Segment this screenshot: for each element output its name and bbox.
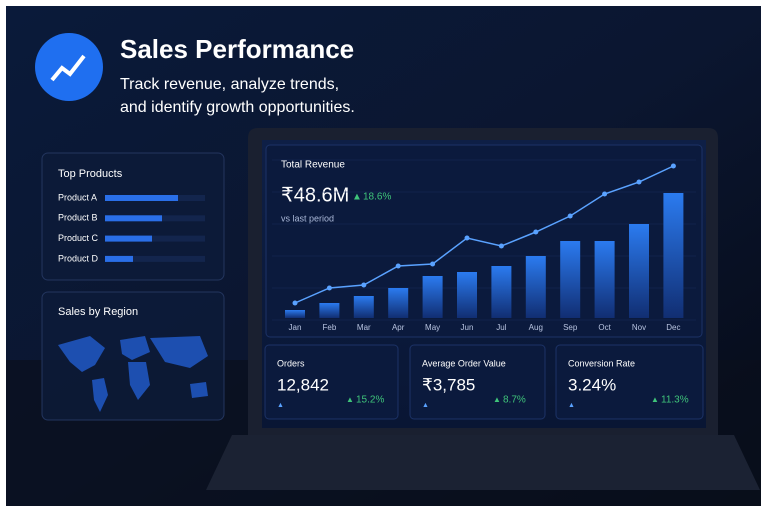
laptop-base bbox=[206, 435, 760, 490]
x-tick-label: Aug bbox=[529, 323, 543, 332]
x-tick-label: Jul bbox=[496, 323, 506, 332]
headline: ₹48.6M bbox=[281, 184, 349, 206]
x-tick-label: Jan bbox=[289, 323, 302, 332]
bar bbox=[105, 255, 133, 262]
product-label: Product B bbox=[58, 213, 98, 223]
x-tick-label: Dec bbox=[666, 323, 680, 332]
panel-title: Sales by Region bbox=[58, 306, 138, 318]
logo bbox=[35, 33, 103, 101]
kpi-arrow: ▲ bbox=[493, 395, 501, 404]
revenue-panel bbox=[265, 144, 703, 338]
x-tick-label: Apr bbox=[392, 323, 405, 332]
point bbox=[395, 263, 401, 269]
product-label: Product A bbox=[58, 192, 97, 202]
kpi-icons: ▲ bbox=[422, 402, 429, 409]
kpi-label: Conversion Rate bbox=[568, 358, 635, 368]
bar bbox=[105, 235, 152, 242]
point bbox=[430, 261, 436, 267]
bar bbox=[629, 224, 649, 318]
point bbox=[361, 282, 367, 288]
kpi-arrow: ▲ bbox=[651, 395, 659, 404]
panel-title: Top Products bbox=[58, 168, 123, 180]
bar bbox=[663, 193, 684, 318]
note: vs last period bbox=[281, 213, 334, 223]
world-map bbox=[58, 336, 208, 412]
bar-track bbox=[105, 255, 205, 262]
logo-icon bbox=[50, 54, 86, 82]
product-label: Product D bbox=[58, 253, 99, 263]
arrow: ▲ bbox=[352, 192, 362, 203]
kpi-card bbox=[555, 344, 704, 420]
bar bbox=[105, 195, 178, 201]
point bbox=[670, 163, 676, 169]
kpi-value: 12,842 bbox=[277, 375, 329, 394]
x-tick-label: Sep bbox=[563, 323, 578, 332]
change: 18.6% bbox=[363, 192, 391, 203]
kpi-change: 8.7% bbox=[503, 395, 526, 406]
kpi-label: Average Order Value bbox=[422, 358, 506, 368]
title: Sales Performance bbox=[120, 34, 354, 64]
bar bbox=[491, 266, 512, 318]
subtitle: Track revenue, analyze trends, bbox=[120, 76, 339, 93]
point bbox=[498, 243, 504, 249]
kpi-card bbox=[264, 344, 399, 420]
bar bbox=[353, 296, 374, 318]
chart-title: Total Revenue bbox=[281, 160, 345, 171]
bar bbox=[594, 241, 615, 318]
bar bbox=[422, 276, 443, 318]
kpi-change: 11.3% bbox=[661, 395, 689, 406]
x-tick-label: Nov bbox=[632, 323, 646, 332]
x-tick-label: May bbox=[425, 323, 440, 332]
bar-track bbox=[105, 235, 205, 242]
point bbox=[292, 300, 298, 306]
bar bbox=[105, 215, 162, 222]
x-tick-label: Mar bbox=[357, 323, 371, 332]
bar bbox=[560, 241, 581, 318]
x-tick-label: Feb bbox=[323, 323, 337, 332]
point bbox=[636, 179, 642, 185]
kpi-icons: ▲ bbox=[568, 402, 575, 409]
kpi-value: ₹3,785 bbox=[422, 375, 475, 394]
bar bbox=[388, 288, 409, 318]
kpi-arrow: ▲ bbox=[346, 395, 354, 404]
product-label: Product C bbox=[58, 233, 99, 243]
point bbox=[602, 191, 608, 197]
bar bbox=[319, 303, 340, 318]
kpi-icons: ▲ bbox=[277, 402, 284, 409]
x-tick-label: Jun bbox=[461, 323, 474, 332]
kpi-value: 3.24% bbox=[568, 375, 616, 394]
bar bbox=[457, 272, 477, 318]
bar bbox=[525, 256, 546, 318]
point bbox=[567, 213, 573, 219]
kpi-card bbox=[409, 344, 546, 420]
subtitle: and identify growth opportunities. bbox=[120, 99, 355, 116]
point bbox=[533, 229, 539, 235]
kpi-change: 15.2% bbox=[356, 395, 384, 406]
point bbox=[464, 235, 470, 241]
kpi-label: Orders bbox=[277, 358, 305, 368]
bar bbox=[285, 310, 305, 318]
point bbox=[326, 285, 332, 291]
x-tick-label: Oct bbox=[598, 323, 611, 332]
line bbox=[294, 165, 674, 304]
